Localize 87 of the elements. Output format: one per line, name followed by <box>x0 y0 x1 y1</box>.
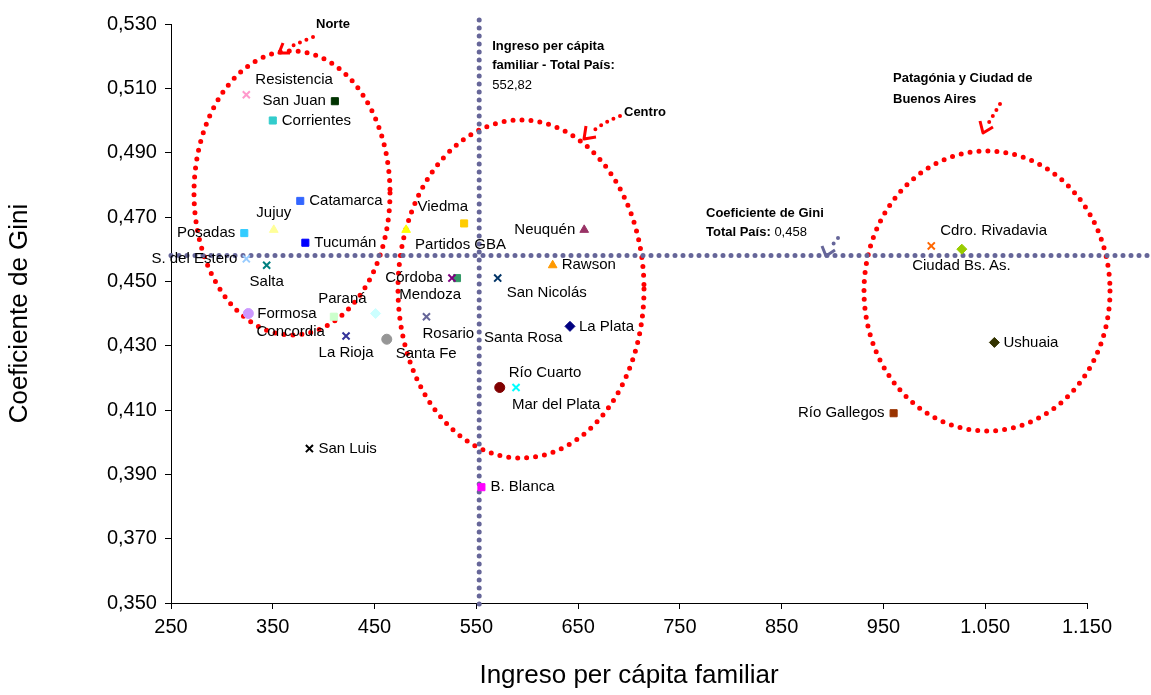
series-label: Tucumán <box>314 232 377 250</box>
annotation: Santa Rosa <box>484 328 564 346</box>
point <box>341 331 351 341</box>
point <box>988 336 1000 348</box>
y-tick-label: 0,410 <box>106 397 157 420</box>
point <box>268 116 277 125</box>
y-axis-title: Coeficiente de Gini <box>2 203 33 424</box>
series-label: Salta <box>249 272 285 290</box>
point <box>564 320 576 332</box>
series-label: San Luis <box>318 438 377 456</box>
point <box>304 444 314 454</box>
point <box>477 483 486 492</box>
series-label: Resistencia <box>255 69 334 87</box>
point <box>268 224 279 233</box>
x-tick-label: 350 <box>256 614 290 637</box>
y-tick-label: 0,390 <box>106 461 157 484</box>
point <box>460 219 469 228</box>
point <box>330 97 339 106</box>
series-label: Mendoza <box>399 285 462 303</box>
point <box>370 308 382 319</box>
y-tick-label: 0,490 <box>106 140 157 163</box>
ref-line-label: Coeficiente de Gini Total País: 0,458 <box>706 205 824 240</box>
annotation: Centro <box>624 103 666 119</box>
point <box>421 312 431 322</box>
point <box>926 241 936 251</box>
x-tick-label: 850 <box>764 614 799 637</box>
series-label: Posadas <box>176 223 236 241</box>
y-tick-label: 0,530 <box>106 11 157 34</box>
series-label: Ushuaia <box>1003 332 1060 350</box>
series-label: Santa Fe <box>395 344 457 362</box>
x-tick-label: 950 <box>866 614 901 637</box>
series-label: La Rioja <box>318 343 375 361</box>
series-label: Jujuy <box>256 203 292 221</box>
point <box>494 381 506 393</box>
series-label: B. Blanca <box>490 477 556 495</box>
point <box>301 238 310 247</box>
series-label: San Nicolás <box>506 283 587 301</box>
x-axis-title: Ingreso per cápita familiar <box>479 658 779 689</box>
point <box>579 224 590 233</box>
series-label: Córdoba <box>385 268 444 286</box>
point <box>447 273 457 283</box>
point <box>547 259 558 269</box>
point <box>956 243 968 255</box>
series-label: Corrientes <box>281 110 351 128</box>
x-tick-label: 1.050 <box>960 614 1011 637</box>
series-label: Río Cuarto <box>508 362 582 380</box>
x-tick-label: 750 <box>663 614 697 637</box>
point <box>329 312 338 321</box>
y-tick-label: 0,510 <box>106 75 157 98</box>
ref-line-label: Ingreso per cápita familiar - Total País: 552,82 <box>492 37 615 92</box>
x-tick-label: 250 <box>154 614 188 637</box>
point <box>381 333 393 345</box>
x-tick-label: 1.150 <box>1061 614 1113 637</box>
y-tick-label: 0,350 <box>106 590 157 613</box>
y-tick-label: 0,450 <box>106 268 157 291</box>
point <box>241 254 251 264</box>
y-tick-label: 0,430 <box>106 333 157 356</box>
y-tick-label: 0,370 <box>106 526 157 549</box>
point <box>242 308 254 319</box>
point <box>889 409 898 418</box>
series-label: Catamarca <box>309 191 384 209</box>
series-label: Cdro. Rivadavia <box>940 221 1048 239</box>
series-label: Viedma <box>417 196 469 214</box>
point <box>262 260 272 270</box>
series-label: San Juan <box>262 91 326 109</box>
series-label: Rosario <box>422 323 475 341</box>
series-label: Partidos GBA <box>415 235 506 253</box>
y-tick-label: 0,470 <box>106 204 157 227</box>
annotation: Patagónia y Ciudad de Buenos Aires <box>893 69 1033 106</box>
x-tick-label: 450 <box>357 614 392 637</box>
series-label: Paraná <box>318 288 368 306</box>
point <box>296 196 305 205</box>
point <box>240 229 249 238</box>
annotation: Norte <box>316 15 350 31</box>
series-label: La Plata <box>578 316 635 334</box>
point <box>493 273 503 283</box>
series-label: Formosa <box>257 303 318 321</box>
point <box>241 90 251 100</box>
x-tick-label: 550 <box>459 614 494 637</box>
series-label: Río Gallegos <box>797 403 885 421</box>
series-label: Neuquén <box>514 220 576 238</box>
series-label: Ciudad Bs. As. <box>912 256 1011 274</box>
point <box>511 382 521 393</box>
series-label: Mar del Plata <box>512 394 602 412</box>
point <box>401 224 411 233</box>
series-label: Rawson <box>561 255 616 273</box>
x-tick-label: 650 <box>561 614 595 637</box>
